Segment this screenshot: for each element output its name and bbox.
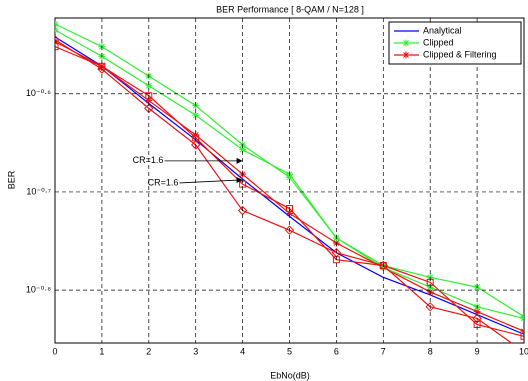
x-tick-label: 2: [146, 346, 151, 356]
marker: [55, 43, 59, 51]
arrow-head: [236, 176, 243, 183]
x-tick-label: 5: [287, 346, 292, 356]
annotation-arrow: [179, 179, 241, 184]
annotation: CR=1.6: [148, 177, 179, 187]
x-tick-label: 3: [193, 346, 198, 356]
legend-label: Analytical: [423, 25, 462, 35]
marker: [192, 111, 200, 119]
marker: [97, 64, 107, 74]
y-axis-label: BER: [6, 170, 16, 189]
marker: [520, 332, 524, 340]
x-tick-label: 4: [240, 346, 245, 356]
marker: [55, 35, 60, 45]
marker: [286, 205, 293, 213]
marker: [473, 308, 481, 316]
y-tick-label: 10⁻⁰·⁸: [26, 284, 51, 294]
legend-label: Clipped: [423, 37, 454, 47]
y-tick-label: 10⁻⁰·⁶: [26, 88, 51, 98]
legend-label: Clipped & Filtering: [423, 49, 497, 59]
annotation: CR=1.6: [133, 155, 164, 165]
x-axis-label: EbNo(dB): [270, 370, 310, 380]
x-tick-label: 10: [519, 346, 528, 356]
marker: [239, 146, 247, 154]
x-tick-label: 7: [381, 346, 386, 356]
marker: [379, 264, 387, 272]
marker: [145, 97, 153, 105]
x-tick-label: 9: [475, 346, 480, 356]
x-tick-label: 8: [428, 346, 433, 356]
marker: [425, 302, 435, 312]
x-tick-label: 1: [99, 346, 104, 356]
chart-title: BER Performance [ 8-QAM / N=128 ]: [216, 4, 364, 14]
marker: [378, 260, 389, 271]
marker: [286, 209, 293, 217]
x-tick-label: 0: [52, 346, 57, 356]
marker: [402, 39, 410, 47]
marker: [145, 82, 153, 90]
arrow-head: [236, 157, 243, 164]
marker: [284, 225, 295, 235]
x-tick-label: 6: [334, 346, 339, 356]
marker: [190, 140, 201, 150]
marker: [379, 262, 387, 270]
marker: [402, 51, 410, 59]
y-tick-label: 10⁻⁰·⁷: [26, 186, 51, 196]
